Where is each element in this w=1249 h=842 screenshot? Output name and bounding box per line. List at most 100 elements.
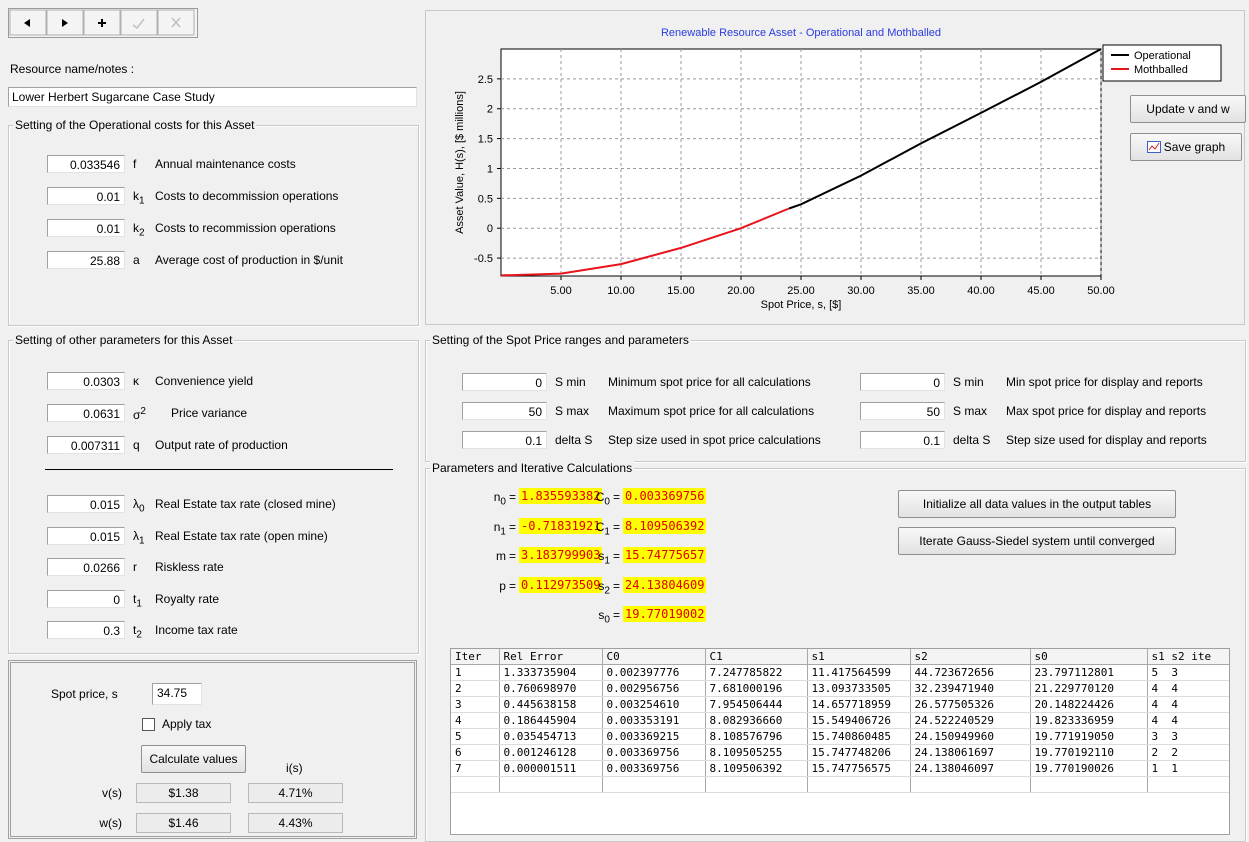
action-button[interactable]: Initialize all data values in the output… xyxy=(898,490,1176,518)
symbol: S min xyxy=(953,375,984,389)
symbol: κ xyxy=(133,374,139,388)
legend-label: Operational xyxy=(1134,50,1191,62)
subscript: 1 xyxy=(139,534,145,546)
spot-label: Spot price, s xyxy=(51,687,118,701)
chart-title: Renewable Resource Asset - Operational a… xyxy=(661,27,941,39)
subscript: 1 xyxy=(500,525,506,537)
other-parameters-group: Setting of other parameters for this Ass… xyxy=(8,333,419,654)
description: Costs to decommission operations xyxy=(155,189,339,203)
series-line xyxy=(500,207,790,277)
input-box[interactable]: 0.0303 xyxy=(47,372,125,390)
table-cell: 20.148224426 xyxy=(1030,696,1148,713)
header-cell: Iter xyxy=(451,649,500,665)
description: Average cost of production in $/unit xyxy=(155,253,343,267)
x-tick-label: 15.00 xyxy=(667,285,695,297)
symbol: S max xyxy=(953,404,988,418)
table-cell: 0.002956756 xyxy=(602,680,706,697)
checkbox[interactable] xyxy=(142,718,155,731)
action-button[interactable]: Iterate Gauss-Siedel system until conver… xyxy=(898,527,1176,555)
table-row: 4 0.186445904 0.003353191 8.082936660 15.549… xyxy=(451,712,1229,729)
input-box[interactable]: 0.1 xyxy=(860,431,945,449)
y-tick-label: 1.5 xyxy=(478,134,493,146)
equals: = xyxy=(612,549,620,563)
subscript: 2 xyxy=(139,227,145,239)
table-cell: 2 xyxy=(451,680,500,697)
symbol: k2 xyxy=(133,221,145,239)
table-cell: 32.239471940 xyxy=(910,680,1031,697)
description: Royalty rate xyxy=(155,591,220,606)
input-box[interactable]: 0.015 xyxy=(47,495,125,513)
x-tick-label: 45.00 xyxy=(1027,285,1055,297)
subscript: 1 xyxy=(136,597,142,609)
x-tick-label: 5.00 xyxy=(550,285,571,297)
input-box[interactable]: 0.0266 xyxy=(47,558,125,576)
chart-panel: Renewable Resource Asset - Operational a… xyxy=(425,10,1245,325)
equals: = xyxy=(612,578,620,593)
input-box[interactable]: 0 xyxy=(860,373,945,391)
resource-name-input[interactable]: Lower Herbert Sugarcane Case Study xyxy=(8,87,417,107)
input-box[interactable]: 0.3 xyxy=(47,621,125,639)
calculate-button[interactable]: Calculate values xyxy=(141,745,246,773)
save-graph-button[interactable]: Save graph xyxy=(1130,133,1242,161)
description: Costs to recommission operations xyxy=(155,221,336,235)
add-button[interactable] xyxy=(83,9,121,36)
results-table: Iter Rel Error C0 C1 s1 s2 s0 s1 s2 ite 1 1.33373… xyxy=(450,648,1230,835)
table-cell: 21.229770120 xyxy=(1030,680,1148,697)
table-cell: 0.003369215 xyxy=(602,728,706,745)
update-button[interactable]: Update v and w xyxy=(1130,95,1246,123)
description: Maximum spot price for all calculations xyxy=(608,404,815,418)
cancel-button[interactable] xyxy=(157,9,195,36)
input-box[interactable]: 50 xyxy=(462,402,547,420)
table-cell: 0.445638158 xyxy=(499,696,603,713)
input-box[interactable]: 0.033546 xyxy=(47,155,125,173)
table-cell: 14.657718959 xyxy=(807,696,911,713)
input-box[interactable]: 0 xyxy=(47,589,125,608)
input-box[interactable]: 25.88 xyxy=(47,251,125,269)
input-box[interactable]: 0.015 xyxy=(47,526,125,545)
table-cell xyxy=(1030,776,1148,793)
x-tick-label: 30.00 xyxy=(847,285,875,297)
input-box[interactable]: 0.007311 xyxy=(47,436,125,454)
description: Output rate of production xyxy=(155,438,288,452)
table-cell: 24.522240529 xyxy=(910,712,1031,729)
y-tick-label: 0 xyxy=(487,223,493,235)
input-box[interactable]: 0.1 xyxy=(462,431,547,449)
table-cell xyxy=(602,776,706,793)
post-button[interactable] xyxy=(120,9,158,36)
table-cell: 5 3 xyxy=(1147,664,1229,681)
table-cell: 15.747748206 xyxy=(807,744,911,761)
table-cell: 4 4 xyxy=(1147,680,1229,697)
symbol: σ2 xyxy=(133,406,146,422)
separator xyxy=(45,469,393,470)
input-box[interactable]: 0.01 xyxy=(47,219,125,237)
y-tick-label: 1 xyxy=(487,163,493,175)
prev-button[interactable] xyxy=(9,9,47,36)
table-cell: 11.417564599 xyxy=(807,664,911,681)
spot-calc-group xyxy=(8,660,417,839)
spot-ranges-group: Setting of the Spot Price ranges and par… xyxy=(425,333,1246,462)
next-button[interactable] xyxy=(46,9,84,36)
input-box[interactable]: 0.01 xyxy=(47,187,125,205)
table-cell: 0.760698970 xyxy=(499,680,603,697)
symbol: S max xyxy=(555,404,590,418)
button-label: Save graph xyxy=(1163,140,1226,154)
spot-input[interactable]: 34.75 xyxy=(152,683,202,705)
input-box[interactable]: 0.0631 xyxy=(47,404,125,422)
symbol: r xyxy=(133,560,137,574)
x-tick-label: 25.00 xyxy=(787,285,815,297)
symbol: t1 xyxy=(133,591,142,609)
equals: = xyxy=(612,608,620,622)
description: Annual maintenance costs xyxy=(155,157,296,171)
input-box[interactable]: 50 xyxy=(860,402,945,420)
param-value: 0.003369756 xyxy=(623,488,707,504)
subscript: 2 xyxy=(604,584,610,596)
table-row: 6 0.001246128 0.003369756 8.109505255 15.747… xyxy=(451,744,1229,761)
header-cell: s2 xyxy=(910,649,1031,665)
table-cell: 0.000001511 xyxy=(499,760,603,777)
description: Riskless rate xyxy=(155,560,224,574)
symbol: λ1 xyxy=(133,528,145,546)
group-title: Setting of the Spot Price ranges and par… xyxy=(430,333,691,347)
equals: = xyxy=(508,490,516,504)
input-box[interactable]: 0 xyxy=(462,373,547,391)
param-value: 15.74775657 xyxy=(623,547,707,563)
